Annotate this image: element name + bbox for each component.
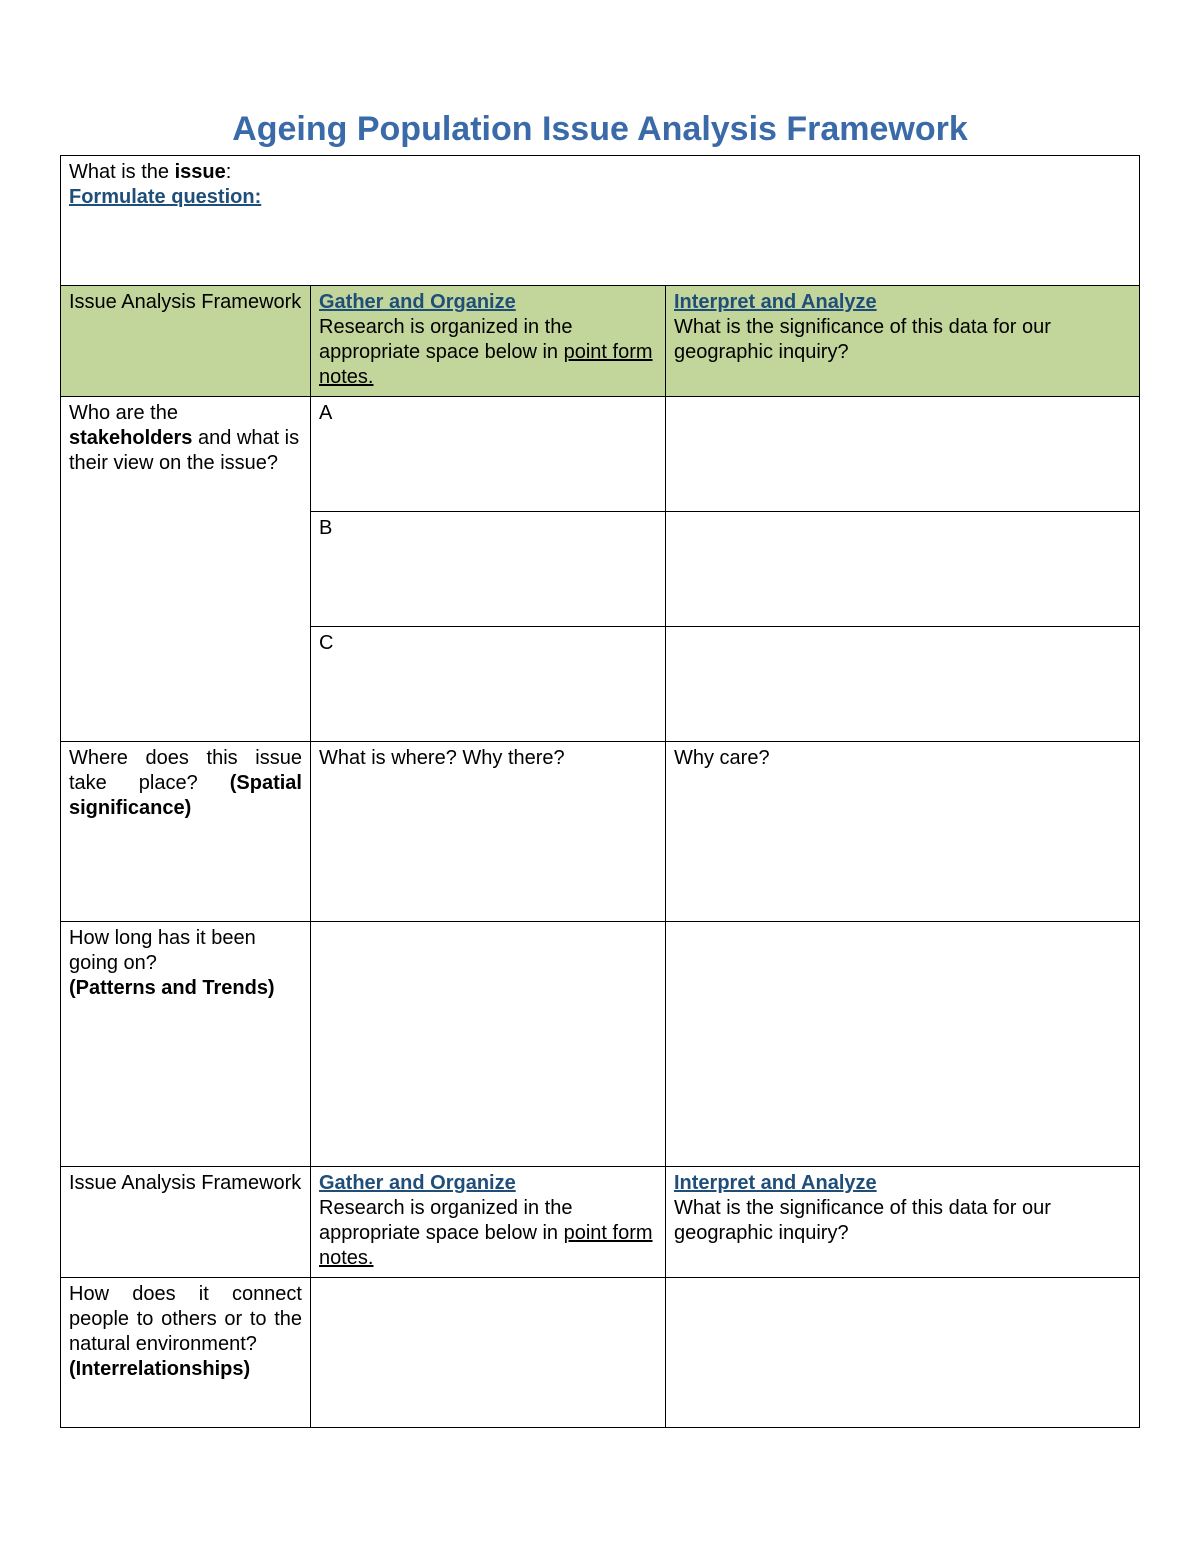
inter-mid xyxy=(311,1278,666,1428)
inter-label: How does it connect people to others or … xyxy=(61,1278,311,1428)
header2-col3-title: Interpret and Analyze xyxy=(674,1172,877,1194)
inter-label-a: How does it connect people to others or … xyxy=(69,1283,302,1355)
inter-label-bold: (Interrelationships) xyxy=(69,1358,250,1380)
formulate-question-label: Formulate question: xyxy=(69,186,261,208)
framework-table: What is the issue: Formulate question: I… xyxy=(60,155,1140,1428)
spatial-mid: What is where? Why there? xyxy=(311,742,666,922)
stakeholders-a-mid: A xyxy=(311,397,666,512)
spatial-row: Where does this issue take place? (Spati… xyxy=(61,742,1140,922)
patterns-mid xyxy=(311,922,666,1167)
page-title: Ageing Population Issue Analysis Framewo… xyxy=(60,110,1140,149)
patterns-label-a: How long has it been going on? xyxy=(69,927,256,974)
stakeholders-c-right xyxy=(666,627,1140,742)
stakeholders-label-bold: stakeholders xyxy=(69,427,192,449)
stakeholders-label: Who are the stakeholders and what is the… xyxy=(61,397,311,742)
header2-col2: Gather and Organize Research is organize… xyxy=(311,1167,666,1278)
header-row-1: Issue Analysis Framework Gather and Orga… xyxy=(61,286,1140,397)
spatial-label: Where does this issue take place? (Spati… xyxy=(61,742,311,922)
header2-col2-desc-a: Research is organized in the appropriate… xyxy=(319,1197,572,1244)
spatial-right: Why care? xyxy=(666,742,1140,922)
interrelationships-row: How does it connect people to others or … xyxy=(61,1278,1140,1428)
inter-right xyxy=(666,1278,1140,1428)
header1-col2-desc-a: Research is organized in the appropriate… xyxy=(319,316,572,363)
issue-cell: What is the issue: Formulate question: xyxy=(61,156,1140,286)
stakeholders-row-a: Who are the stakeholders and what is the… xyxy=(61,397,1140,512)
issue-suffix: : xyxy=(226,161,232,183)
header-row-2: Issue Analysis Framework Gather and Orga… xyxy=(61,1167,1140,1278)
header1-col1: Issue Analysis Framework xyxy=(61,286,311,397)
header2-col3: Interpret and Analyze What is the signif… xyxy=(666,1167,1140,1278)
header1-col3-title: Interpret and Analyze xyxy=(674,291,877,313)
header1-col2-title: Gather and Organize xyxy=(319,291,516,313)
patterns-label: How long has it been going on? (Patterns… xyxy=(61,922,311,1167)
patterns-right xyxy=(666,922,1140,1167)
stakeholders-c-mid: C xyxy=(311,627,666,742)
header1-col3-desc: What is the significance of this data fo… xyxy=(674,316,1051,363)
header1-col3: Interpret and Analyze What is the signif… xyxy=(666,286,1140,397)
stakeholders-b-mid: B xyxy=(311,512,666,627)
stakeholders-a-right xyxy=(666,397,1140,512)
patterns-label-bold: (Patterns and Trends) xyxy=(69,977,275,999)
issue-row: What is the issue: Formulate question: xyxy=(61,156,1140,286)
issue-word: issue xyxy=(175,161,226,183)
header2-col1: Issue Analysis Framework xyxy=(61,1167,311,1278)
patterns-row: How long has it been going on? (Patterns… xyxy=(61,922,1140,1167)
issue-prefix: What is the xyxy=(69,161,175,183)
stakeholders-label-a: Who are the xyxy=(69,402,178,424)
stakeholders-b-right xyxy=(666,512,1140,627)
page: Ageing Population Issue Analysis Framewo… xyxy=(0,0,1200,1488)
header1-col2: Gather and Organize Research is organize… xyxy=(311,286,666,397)
header2-col2-title: Gather and Organize xyxy=(319,1172,516,1194)
header2-col3-desc: What is the significance of this data fo… xyxy=(674,1197,1051,1244)
